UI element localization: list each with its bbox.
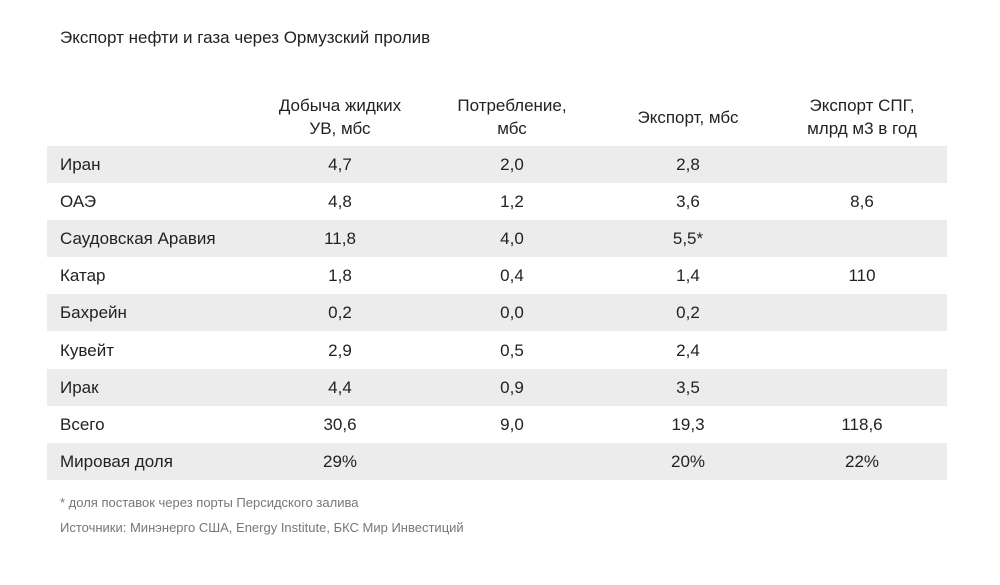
cell-value: 3,6: [676, 192, 700, 212]
cell-value: 0,4: [500, 266, 524, 286]
table-row: Саудовская Аравия 11,8 4,0 5,5*: [47, 220, 947, 258]
cell-value: 11,8: [324, 229, 356, 249]
row-label: Иран: [60, 155, 101, 174]
cell-value: 20%: [670, 451, 706, 471]
footnote: * доля поставок через порты Персидского …: [60, 495, 359, 510]
table-row: Иран 4,7 2,0 2,8: [47, 146, 947, 183]
cell-value: 5,5*: [672, 229, 704, 249]
table-row: Катар 1,8 0,4 1,4 110: [47, 257, 947, 294]
cell-value: 0,2: [676, 303, 700, 323]
cell-value: 4,4: [328, 377, 352, 397]
cell-value: 4,0: [500, 229, 524, 249]
table-row: Ирак 4,4 0,9 3,5: [47, 368, 947, 406]
cell-value: 9,0: [500, 414, 524, 434]
cell-value: 0,9: [500, 377, 524, 397]
table-row: Всего 30,6 9,0 19,3 118,6: [47, 406, 947, 443]
cell-value: 2,4: [676, 340, 700, 360]
column-header: Потребление, мбс: [457, 96, 567, 138]
row-label: Катар: [60, 266, 106, 286]
cell-value: 1,2: [500, 192, 524, 212]
cell-value: 0,2: [328, 303, 352, 323]
cell-value: 0,0: [500, 303, 524, 323]
cell-value: 1,8: [328, 266, 352, 286]
row-label: Бахрейн: [60, 303, 127, 323]
table-row: Мировая доля 29% 20% 22%: [47, 442, 947, 480]
row-label: Всего: [60, 414, 105, 434]
cell-value: 29%: [322, 451, 358, 471]
cell-value: 118,6: [841, 414, 883, 434]
row-label: Саудовская Аравия: [60, 229, 216, 249]
title: Экспорт нефти и газа через Ормузский про…: [60, 28, 431, 47]
cell-value: 3,5: [676, 377, 700, 397]
cell-value: 8,6: [850, 192, 874, 212]
sources: Источники: Минэнерго США, Energy Institu…: [60, 520, 464, 535]
table-row: Бахрейн 0,2 0,0 0,2: [47, 294, 947, 332]
cell-value: 30,6: [323, 414, 357, 434]
cell-value: 22%: [844, 451, 880, 471]
row-label: Ирак: [60, 377, 99, 397]
cell-value: 2,0: [500, 155, 524, 174]
cell-value: 1,4: [676, 266, 700, 286]
cell-value: 19,3: [671, 414, 705, 434]
cell-value: 2,9: [328, 340, 352, 360]
cell-value: 4,7: [328, 155, 352, 174]
column-header: Экспорт, мбс: [637, 107, 739, 127]
table-row: Кувейт 2,9 0,5 2,4: [47, 332, 947, 369]
cell-value: 110: [848, 266, 876, 286]
row-label: Мировая доля: [60, 451, 173, 471]
row-label: Кувейт: [60, 340, 114, 360]
row-label: ОАЭ: [60, 192, 97, 212]
column-header: Экспорт СПГ, млрд м3 в год: [807, 96, 917, 138]
column-header: Добыча жидких УВ, мбс: [278, 96, 402, 138]
table-row: ОАЭ 4,8 1,2 3,6 8,6: [47, 183, 947, 220]
cell-value: 2,8: [676, 155, 700, 174]
cell-value: 0,5: [500, 340, 524, 360]
cell-value: 4,8: [328, 192, 352, 212]
